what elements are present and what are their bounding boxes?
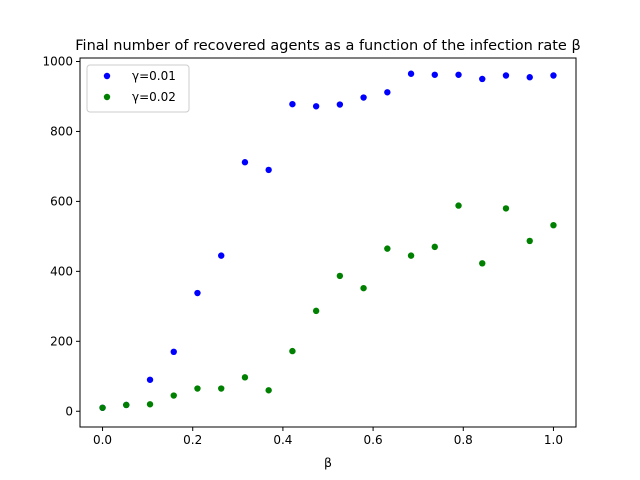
data-point xyxy=(479,260,486,267)
x-axis-label: β xyxy=(324,455,332,470)
data-point xyxy=(146,376,154,383)
data-point xyxy=(502,205,510,212)
y-tick-label: 600 xyxy=(50,194,73,208)
data-point xyxy=(360,94,367,101)
x-tick-label: 0.8 xyxy=(454,433,473,447)
series-1 xyxy=(99,70,557,411)
legend-label: γ=0.01 xyxy=(132,69,176,83)
x-tick-label: 0.0 xyxy=(93,433,112,447)
data-point xyxy=(265,387,272,394)
data-point xyxy=(384,245,391,252)
y-tick-label: 0 xyxy=(65,404,73,418)
data-point xyxy=(407,252,415,259)
legend-label: γ=0.02 xyxy=(132,90,176,104)
data-point xyxy=(289,100,296,108)
data-point xyxy=(194,385,201,392)
data-point xyxy=(336,101,344,108)
data-point xyxy=(194,289,201,297)
data-point xyxy=(502,72,510,79)
x-tick-label: 0.4 xyxy=(273,433,292,447)
data-point xyxy=(455,202,462,209)
data-point xyxy=(479,75,486,83)
legend-frame xyxy=(86,64,190,113)
data-point xyxy=(99,404,106,411)
y-tick-label: 800 xyxy=(50,124,73,138)
data-point xyxy=(455,71,462,78)
plot-frame xyxy=(79,57,577,428)
data-point xyxy=(312,307,320,315)
data-point xyxy=(550,72,557,79)
data-point xyxy=(123,401,130,409)
x-tick-label: 1.0 xyxy=(544,433,563,447)
data-point xyxy=(336,272,344,280)
legend: γ=0.01 γ=0.02 xyxy=(86,64,190,113)
data-point xyxy=(170,392,177,399)
data-point xyxy=(241,374,249,381)
data-point xyxy=(407,70,415,77)
data-point xyxy=(431,243,438,251)
legend-marker xyxy=(103,72,111,80)
data-point xyxy=(550,221,557,229)
y-axis: 0 200 400 600 800 1000 xyxy=(42,54,80,418)
legend-marker xyxy=(103,93,111,101)
data-point xyxy=(170,348,177,356)
x-axis: 0.0 0.2 0.4 0.6 0.8 1.0 xyxy=(93,427,563,447)
data-point xyxy=(146,401,154,408)
y-tick-label: 200 xyxy=(50,334,73,348)
data-point xyxy=(526,237,533,245)
data-point xyxy=(384,89,391,96)
x-tick-label: 0.6 xyxy=(364,433,383,447)
y-tick-label: 1000 xyxy=(42,54,73,68)
data-point xyxy=(265,166,272,174)
data-point xyxy=(360,284,367,292)
data-point xyxy=(431,71,438,78)
data-point xyxy=(218,252,225,259)
chart-title: Final number of recovered agents as a fu… xyxy=(75,38,580,54)
data-point xyxy=(241,159,249,166)
data-point xyxy=(312,103,320,110)
series-2 xyxy=(99,202,557,411)
data-point xyxy=(218,385,225,392)
x-tick-label: 0.2 xyxy=(183,433,202,447)
y-tick-label: 400 xyxy=(50,264,73,278)
plot-area xyxy=(99,70,557,411)
data-point xyxy=(289,347,296,355)
data-point xyxy=(526,74,533,81)
